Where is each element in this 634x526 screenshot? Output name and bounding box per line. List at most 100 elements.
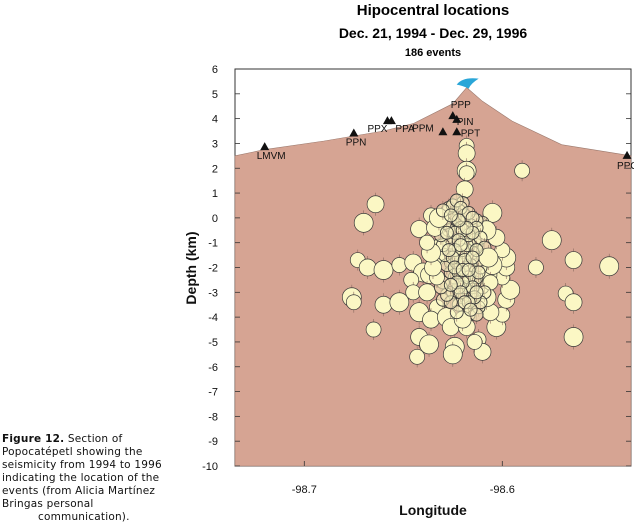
y-tick: 2 [212,163,631,175]
event-marker [458,165,475,182]
caption-body: Section of Popocatépetl showing the seis… [2,433,162,510]
y-tick-label: -3 [208,287,218,299]
station-triangle-icon [349,128,359,137]
event-marker [358,258,377,277]
station-label: PPP [451,100,471,111]
event-point [374,293,393,317]
station-triangle-icon [438,127,448,136]
y-tick: -3 [208,287,631,299]
event-marker [410,220,428,238]
y-tick: -10 [202,461,631,473]
event-point [443,275,458,295]
event-point [482,200,503,226]
y-tick: -7 [208,387,631,399]
station-triangle-icon [386,116,396,125]
y-tick: 3 [212,138,631,150]
event-marker [465,250,480,265]
event-marker [374,295,393,314]
event-point [541,227,562,253]
y-tick-label: -10 [202,461,218,473]
y-tick: -2 [208,263,631,275]
event-marker [366,195,385,214]
event-point [453,235,468,255]
event-point [422,308,440,332]
y-tick: 5 [212,89,631,101]
station-label: PPA [395,124,415,135]
y-tick-label: -1 [208,238,218,250]
event-marker [500,279,521,300]
event-marker [418,283,436,302]
event-marker [419,334,439,355]
station-pin: PIN [452,114,474,128]
station-label: PPX [367,124,387,135]
chart-subtitle-events: 186 events [405,47,461,59]
station-ppm: PPM [412,123,448,136]
event-point [564,290,583,314]
y-tick-label: 2 [212,163,218,175]
event-point [500,277,521,303]
event-point [458,162,475,184]
event-marker [373,260,394,280]
event-point [563,324,584,350]
event-marker [469,285,484,300]
y-tick: -9 [208,436,631,448]
y-tick-label: 5 [212,89,218,101]
y-tick: 0 [212,213,631,225]
x-tick-label: -98.7 [292,484,317,496]
y-tick: 4 [212,114,631,126]
y-tick-label: 6 [212,64,218,76]
event-point [353,210,374,236]
event-marker [353,212,374,233]
y-tick-label: -7 [208,387,218,399]
event-point [389,289,410,315]
y-tick-label: 3 [212,138,218,150]
station-label: LMVM [257,151,286,162]
event-marker [443,208,458,223]
event-marker [541,230,562,251]
station-triangle-icon [260,142,270,151]
station-triangle-icon [448,111,458,120]
station-ppa: PPA [386,116,415,135]
x-axis: -98.7 -98.6 [292,461,515,496]
event-point [528,257,544,278]
event-point [345,291,362,313]
station-ppc: PPC [617,150,634,172]
crater-glow-icon [456,78,479,89]
y-tick-label: -4 [208,312,218,324]
station-label: PPN [346,138,367,149]
event-point [419,331,439,357]
y-tick: -6 [208,362,631,374]
event-marker [443,277,458,292]
event-marker [365,321,382,338]
event-marker [461,263,476,277]
event-marker [441,243,456,258]
event-marker [599,256,620,277]
x-tick: -98.7 [292,461,317,496]
event-point [461,260,476,280]
station-label: PPT [461,128,480,139]
event-marker [345,294,362,311]
y-tick-label: 1 [212,188,218,200]
y-tick: -1 [208,238,631,250]
caption-last-line: communication). [38,511,130,523]
event-marker [482,203,503,223]
station-label: PIN [457,117,474,128]
y-tick-label: -9 [208,436,218,448]
station-triangle-icon [622,150,632,159]
event-point [419,232,435,254]
station-ppn: PPN [346,128,367,149]
event-point [441,240,456,260]
station-ppt: PPT [452,127,480,139]
event-marker [564,251,583,269]
event-marker [442,344,463,365]
event-point [373,257,394,283]
y-tick-label: -2 [208,263,218,275]
y-tick-label: 0 [212,213,218,225]
station-triangle-icon [452,114,462,123]
event-marker [528,259,544,276]
y-tick: 6 [212,64,631,76]
station-label: PPM [412,123,434,134]
y-tick: -4 [208,312,631,324]
